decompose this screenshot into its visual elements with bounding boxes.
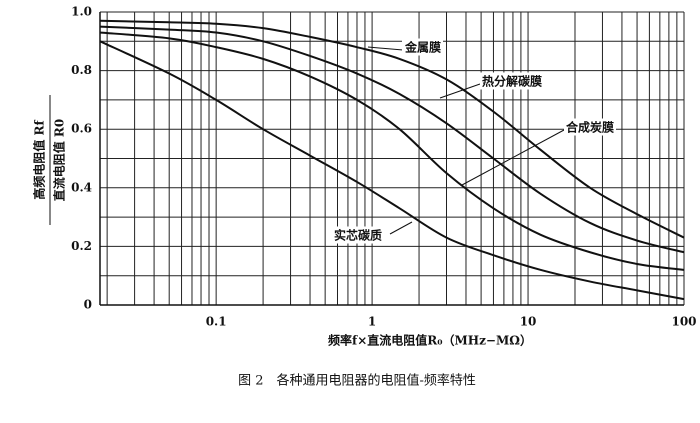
series-line <box>99 25 685 254</box>
label-bg <box>402 38 444 56</box>
y-tick-label: 0.6 <box>71 122 92 136</box>
series-line <box>99 31 685 271</box>
y-tick-label: 1.0 <box>71 5 92 19</box>
leader-line <box>367 46 404 51</box>
y-tick-label: 0.8 <box>71 63 92 77</box>
series-label: 合成炭膜 <box>566 120 614 135</box>
label-bg <box>564 118 617 136</box>
series-line <box>99 19 685 239</box>
leader-line <box>461 129 565 186</box>
label-bg <box>480 72 545 90</box>
x-label: 频率f×直流电阻值R₀（MHz−MΩ） <box>328 333 532 348</box>
y-tick-label: 0 <box>84 298 92 312</box>
y-tick-label: 0.4 <box>71 180 92 194</box>
leader-line <box>439 83 481 99</box>
leader-line <box>389 221 413 235</box>
x-tick-label: 0.1 <box>206 315 227 329</box>
x-tick-label: 10 <box>520 315 537 329</box>
label-bg <box>332 226 385 244</box>
y-tick-label: 0.2 <box>71 239 92 253</box>
y-label-numerator: 高频电阻值 Rf <box>32 120 47 200</box>
series-label: 实芯碳质 <box>334 228 382 243</box>
caption: 图 2 各种通用电阻器的电阻值-频率特性 <box>238 373 476 389</box>
series-label: 金属膜 <box>404 40 441 55</box>
x-tick-label: 1 <box>368 315 376 329</box>
series-label: 热分解碳膜 <box>482 74 542 89</box>
series-line <box>99 40 685 301</box>
y-label-denominator: 直流电阻值 R0 <box>52 119 67 202</box>
x-tick-label: 100 <box>671 315 696 329</box>
